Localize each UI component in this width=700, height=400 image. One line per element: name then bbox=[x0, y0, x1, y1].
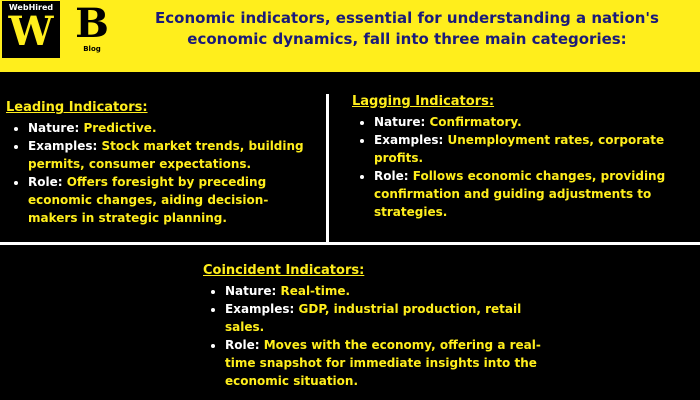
page-title: Economic indicators, essential for under… bbox=[124, 8, 690, 50]
item-label: Examples: bbox=[28, 139, 98, 153]
item-value: Confirmatory. bbox=[429, 115, 522, 129]
lagging-role-item: Role: Follows economic changes, providin… bbox=[374, 167, 692, 221]
item-label: Nature: bbox=[28, 121, 80, 135]
coincident-heading: Coincident Indicators: bbox=[203, 263, 365, 278]
lagging-list: Nature: Confirmatory. Examples: Unemploy… bbox=[352, 113, 692, 221]
item-label: Examples: bbox=[225, 302, 295, 316]
item-value: Follows economic changes, providing conf… bbox=[374, 169, 666, 219]
lagging-examples-item: Examples: Unemployment rates, corporate … bbox=[374, 131, 692, 167]
leading-examples-item: Examples: Stock market trends, building … bbox=[28, 137, 316, 173]
horizontal-divider bbox=[0, 242, 700, 245]
item-value: Stock market trends, building permits, c… bbox=[28, 139, 304, 171]
header-banner: WebHired W B Blog Economic indicators, e… bbox=[0, 0, 700, 72]
leading-heading: Leading Indicators: bbox=[6, 100, 148, 115]
coincident-list: Nature: Real-time. Examples: GDP, indust… bbox=[203, 282, 543, 390]
lagging-heading: Lagging Indicators: bbox=[352, 94, 495, 109]
coincident-nature-item: Nature: Real-time. bbox=[225, 282, 543, 300]
leading-nature-item: Nature: Predictive. bbox=[28, 119, 316, 137]
title-line-2: economic dynamics, fall into three main … bbox=[187, 30, 627, 48]
coincident-indicators-section: Coincident Indicators: Nature: Real-time… bbox=[203, 262, 543, 390]
lagging-indicators-section: Lagging Indicators: Nature: Confirmatory… bbox=[352, 93, 692, 221]
leading-list: Nature: Predictive. Examples: Stock mark… bbox=[6, 119, 316, 227]
logo-b-letter: B bbox=[75, 0, 109, 47]
coincident-examples-item: Examples: GDP, industrial production, re… bbox=[225, 300, 543, 336]
coincident-role-item: Role: Moves with the economy, offering a… bbox=[225, 336, 543, 390]
blog-logo[interactable]: B Blog bbox=[64, 1, 120, 58]
item-value: Moves with the economy, offering a real-… bbox=[225, 338, 541, 388]
logo-w-letter: W bbox=[8, 8, 54, 55]
item-label: Nature: bbox=[374, 115, 426, 129]
item-label: Examples: bbox=[374, 133, 444, 147]
logo-b-sub-text: Blog bbox=[83, 45, 101, 53]
item-value: Predictive. bbox=[83, 121, 157, 135]
item-value: Offers foresight by preceding economic c… bbox=[28, 175, 269, 225]
webhired-logo[interactable]: WebHired W bbox=[2, 1, 60, 58]
leading-indicators-section: Leading Indicators: Nature: Predictive. … bbox=[6, 99, 316, 227]
item-label: Role: bbox=[225, 338, 260, 352]
vertical-divider bbox=[326, 94, 329, 243]
title-line-1: Economic indicators, essential for under… bbox=[155, 9, 659, 27]
lagging-nature-item: Nature: Confirmatory. bbox=[374, 113, 692, 131]
logo-w-top-text: WebHired bbox=[8, 3, 54, 12]
item-label: Role: bbox=[28, 175, 63, 189]
leading-role-item: Role: Offers foresight by preceding econ… bbox=[28, 173, 316, 227]
item-value: Real-time. bbox=[280, 284, 351, 298]
item-value: Unemployment rates, corporate profits. bbox=[374, 133, 665, 165]
item-value: GDP, industrial production, retail sales… bbox=[225, 302, 522, 334]
item-label: Nature: bbox=[225, 284, 277, 298]
item-label: Role: bbox=[374, 169, 409, 183]
